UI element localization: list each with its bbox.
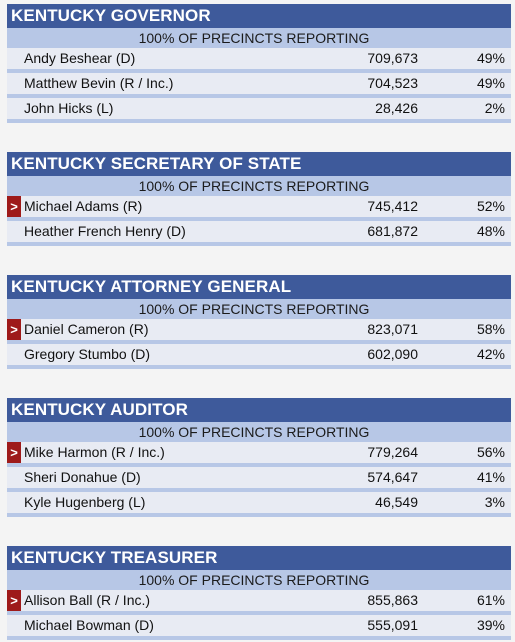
candidate-name: Heather French Henry (D) xyxy=(24,223,186,239)
candidate-votes: 555,091 xyxy=(367,617,418,633)
candidate-row: Andy Beshear (D) 709,673 49% xyxy=(7,48,511,73)
candidate-votes: 46,549 xyxy=(375,494,418,510)
candidate-name: Gregory Stumbo (D) xyxy=(24,346,151,362)
winner-marker-icon: > xyxy=(7,319,21,340)
candidate-percent: 48% xyxy=(476,223,505,239)
candidate-row: > Mike Harmon (R / Inc.) 779,264 56% xyxy=(7,442,511,467)
candidate-row: > Michael Adams (R) 745,412 52% xyxy=(7,196,511,221)
candidate-percent: 3% xyxy=(484,494,505,510)
candidate-name: Kyle Hugenberg (L) xyxy=(24,494,146,510)
candidate-row: John Hicks (L) 28,426 2% xyxy=(7,98,511,123)
candidate-name: Michael Adams (R) xyxy=(24,198,143,214)
race-block: KENTUCKY ATTORNEY GENERAL 100% OF PRECINC… xyxy=(7,275,511,369)
precincts-reporting: 100% OF PRECINCTS REPORTING xyxy=(7,28,511,48)
candidate-votes: 681,872 xyxy=(367,223,418,239)
race-title: KENTUCKY TREASURER xyxy=(7,546,511,570)
winner-marker-icon: > xyxy=(7,442,21,463)
election-results: KENTUCKY GOVERNOR 100% OF PRECINCTS REPOR… xyxy=(7,4,511,640)
candidate-votes: 745,412 xyxy=(367,198,418,214)
candidate-row: Kyle Hugenberg (L) 46,549 3% xyxy=(7,492,511,517)
race-title: KENTUCKY GOVERNOR xyxy=(7,4,511,28)
race-title: KENTUCKY ATTORNEY GENERAL xyxy=(7,275,511,299)
candidate-votes: 602,090 xyxy=(367,346,418,362)
candidate-percent: 49% xyxy=(476,75,505,91)
precincts-reporting: 100% OF PRECINCTS REPORTING xyxy=(7,299,511,319)
candidate-percent: 61% xyxy=(476,592,505,608)
candidate-name: John Hicks (L) xyxy=(24,100,114,116)
candidate-name: Mike Harmon (R / Inc.) xyxy=(24,444,165,460)
candidate-percent: 42% xyxy=(476,346,505,362)
candidate-votes: 574,647 xyxy=(367,469,418,485)
candidate-votes: 823,071 xyxy=(367,321,418,337)
candidate-percent: 2% xyxy=(484,100,505,116)
candidate-name: Daniel Cameron (R) xyxy=(24,321,149,337)
candidate-percent: 52% xyxy=(476,198,505,214)
candidate-percent: 39% xyxy=(476,617,505,633)
candidate-percent: 58% xyxy=(476,321,505,337)
candidate-row: > Daniel Cameron (R) 823,071 58% xyxy=(7,319,511,344)
candidate-row: Michael Bowman (D) 555,091 39% xyxy=(7,615,511,640)
candidate-name: Michael Bowman (D) xyxy=(24,617,154,633)
precincts-reporting: 100% OF PRECINCTS REPORTING xyxy=(7,176,511,196)
candidate-name: Andy Beshear (D) xyxy=(24,50,136,66)
candidate-name: Matthew Bevin (R / Inc.) xyxy=(24,75,174,91)
candidate-row: Matthew Bevin (R / Inc.) 704,523 49% xyxy=(7,73,511,98)
candidate-votes: 704,523 xyxy=(367,75,418,91)
candidate-votes: 28,426 xyxy=(375,100,418,116)
candidate-percent: 49% xyxy=(476,50,505,66)
candidate-name: Sheri Donahue (D) xyxy=(24,469,141,485)
candidate-percent: 41% xyxy=(476,469,505,485)
race-block: KENTUCKY GOVERNOR 100% OF PRECINCTS REPOR… xyxy=(7,4,511,123)
winner-marker-icon: > xyxy=(7,590,21,611)
candidate-votes: 709,673 xyxy=(367,50,418,66)
candidate-row: Heather French Henry (D) 681,872 48% xyxy=(7,221,511,246)
race-block: KENTUCKY SECRETARY OF STATE 100% OF PRECI… xyxy=(7,152,511,246)
candidate-row: Sheri Donahue (D) 574,647 41% xyxy=(7,467,511,492)
race-block: KENTUCKY TREASURER 100% OF PRECINCTS REPO… xyxy=(7,546,511,640)
winner-marker-icon: > xyxy=(7,196,21,217)
candidate-percent: 56% xyxy=(476,444,505,460)
precincts-reporting: 100% OF PRECINCTS REPORTING xyxy=(7,422,511,442)
precincts-reporting: 100% OF PRECINCTS REPORTING xyxy=(7,570,511,590)
race-title: KENTUCKY AUDITOR xyxy=(7,398,511,422)
race-title: KENTUCKY SECRETARY OF STATE xyxy=(7,152,511,176)
candidate-votes: 779,264 xyxy=(367,444,418,460)
race-block: KENTUCKY AUDITOR 100% OF PRECINCTS REPORT… xyxy=(7,398,511,517)
candidate-name: Allison Ball (R / Inc.) xyxy=(24,592,151,608)
candidate-votes: 855,863 xyxy=(367,592,418,608)
candidate-row: > Allison Ball (R / Inc.) 855,863 61% xyxy=(7,590,511,615)
candidate-row: Gregory Stumbo (D) 602,090 42% xyxy=(7,344,511,369)
